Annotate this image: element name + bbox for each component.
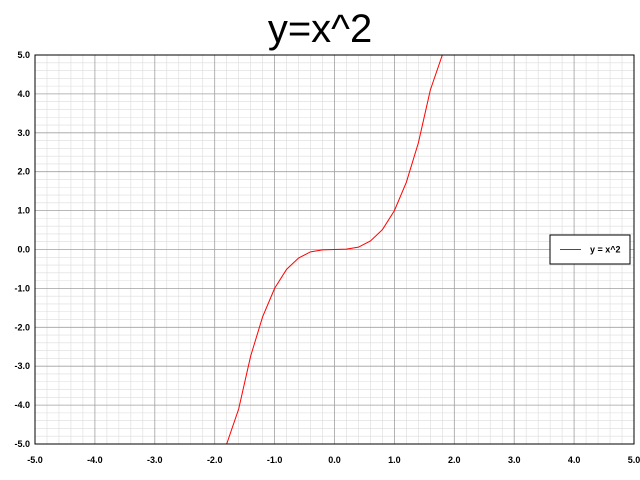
x-tick-label: -3.0: [147, 455, 163, 465]
x-tick-label: -1.0: [267, 455, 283, 465]
x-tick-label: 5.0: [628, 455, 640, 465]
series-layer: [35, 54, 634, 445]
legend-label: y = x^2: [590, 245, 621, 255]
y-tick-label: 3.0: [17, 128, 30, 138]
y-tick-label: 0.0: [17, 245, 30, 255]
y-axis-tick-labels: 5.0 4.0 3.0 2.0 1.0 0.0 -1.0 -2.0 -3.0 -4.0 -5.0: [14, 50, 30, 449]
y-tick-label: -3.0: [14, 361, 30, 371]
y-tick-label: -2.0: [14, 322, 30, 332]
x-tick-label: -2.0: [207, 455, 223, 465]
x-tick-label: -4.0: [87, 455, 103, 465]
x-axis-tick-labels: -5.0 -4.0 -3.0 -2.0 -1.0 0.0 1.0 2.0 3.0 4.0 5.0: [27, 455, 640, 465]
plot-frame: [34, 54, 635, 445]
x-tick-label: 2.0: [448, 455, 461, 465]
x-tick-label: -5.0: [27, 455, 43, 465]
y-tick-label: 1.0: [17, 206, 30, 216]
series-line: [35, 54, 634, 445]
y-tick-label: -5.0: [14, 439, 30, 449]
legend: y = x^2: [549, 234, 631, 265]
legend-box: [549, 234, 631, 265]
y-tick-label: 2.0: [17, 167, 30, 177]
x-tick-label: 4.0: [568, 455, 581, 465]
x-tick-label: 1.0: [388, 455, 401, 465]
x-tick-label: 0.0: [328, 455, 341, 465]
y-tick-label: 5.0: [17, 50, 30, 60]
x-tick-label: 3.0: [508, 455, 521, 465]
y-tick-label: -4.0: [14, 400, 30, 410]
y-tick-label: 4.0: [17, 89, 30, 99]
chart-title: y=x^2: [267, 7, 373, 51]
y-tick-label: -1.0: [14, 283, 30, 293]
